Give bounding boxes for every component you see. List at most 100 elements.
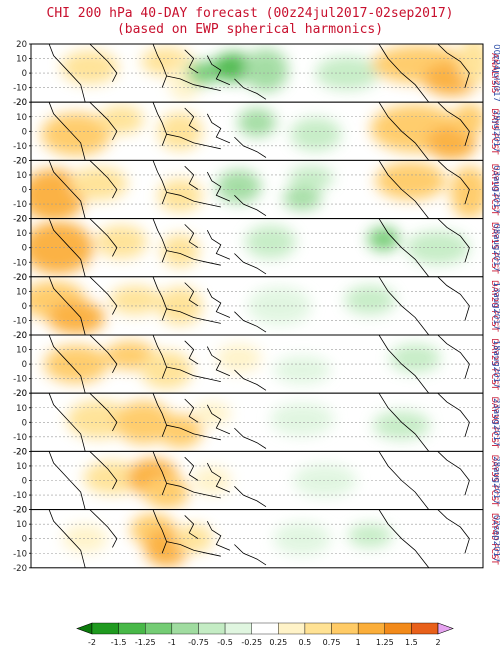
coastline [48, 102, 86, 161]
panel-label: DAY10 FCST [489, 164, 499, 216]
coastline [48, 276, 86, 335]
latitude-tick-label: -20 [13, 215, 27, 225]
coastline [89, 451, 118, 490]
colorbar-segment [171, 622, 199, 635]
coastline [152, 160, 168, 205]
latitude-tick-label: 20 [16, 156, 27, 166]
coastline [437, 335, 470, 379]
latitude-tick-label: -10 [13, 142, 27, 152]
coastline [378, 102, 430, 161]
anomaly-region [389, 343, 441, 373]
panel-label: DAY35 FCST [489, 455, 499, 507]
coastline [166, 133, 221, 150]
coastline [378, 451, 430, 510]
coastline [89, 102, 118, 141]
latitude-tick-label: -10 [13, 375, 27, 385]
map-title: CHI 200 hPa 40-DAY forecast (00z24jul201… [46, 6, 454, 21]
latitude-tick-label: 0 [22, 418, 27, 428]
anomaly-region [70, 166, 128, 201]
panel-date: 08aug2017 [491, 223, 500, 271]
coastline [48, 393, 86, 452]
coastline [206, 171, 231, 202]
latitude-tick-label: 10 [16, 462, 27, 472]
latitude-tick-label: 20 [16, 98, 27, 108]
anomaly-region [216, 343, 262, 373]
anomaly-region [372, 410, 431, 440]
coastline [166, 308, 221, 324]
coastline [437, 218, 470, 263]
latitude-tick-label: -20 [13, 273, 27, 283]
colorbar-tick-label: 2 [435, 638, 440, 647]
coastline [437, 393, 470, 438]
latitude-tick-label: 0 [22, 244, 27, 254]
coastline [234, 195, 267, 217]
anomaly-region [243, 48, 289, 92]
latitude-tick-label: 0 [22, 127, 27, 137]
latitude-tick-label: 10 [16, 113, 27, 123]
panel-date: 00z24jul2017 [491, 44, 500, 102]
latitude-tick-label: -20 [13, 156, 27, 166]
coastline [152, 218, 168, 263]
coastline [152, 509, 168, 554]
latitude-tick-label: 0 [22, 477, 27, 487]
anomaly-region [31, 221, 94, 275]
latitude-tick-label: -20 [13, 506, 27, 516]
coastline [206, 346, 231, 377]
anomaly-region [186, 61, 219, 86]
coastline [206, 462, 231, 493]
panel-label: DAY20 FCST [489, 280, 499, 332]
coastline [48, 160, 86, 219]
coastline [184, 107, 199, 132]
colorbar-tick-label: -2 [88, 638, 96, 647]
anomaly-region [144, 475, 190, 509]
latitude-tick-label: 20 [16, 273, 27, 283]
panel-date: 28aug2017 [491, 456, 500, 504]
anomaly-region [273, 521, 332, 556]
anomaly-region [95, 225, 147, 259]
colorbar: -2 -1.5 -1.25 -1 -0.75 -0.5 -0.25 0.25 0.5 0.75 1 1… [76, 622, 454, 647]
latitude-tick-label: 10 [16, 55, 27, 65]
colorbar-segment [118, 622, 146, 635]
anomaly-region [375, 161, 446, 200]
anomaly-region [344, 285, 396, 315]
coastline [234, 544, 267, 566]
coastline [184, 340, 199, 365]
coastline [206, 113, 231, 144]
coastline [206, 230, 231, 260]
anomaly-region [457, 44, 483, 86]
latitude-tick-label: -10 [13, 84, 27, 94]
coastline [152, 102, 168, 147]
anomaly-region [367, 226, 400, 251]
coastline [166, 192, 221, 208]
latitude-tick-label: -10 [13, 258, 27, 268]
panel-label: DAY15 FCST [489, 222, 499, 274]
latitude-tick-label: 10 [16, 404, 27, 414]
coastline [378, 276, 430, 335]
anomaly-region [273, 355, 332, 385]
latitude-tick-label: -20 [13, 389, 27, 399]
coastline [378, 44, 430, 103]
coastline [48, 218, 86, 277]
coastline [48, 451, 86, 510]
coastline [437, 509, 470, 554]
coastline [184, 515, 199, 540]
coastline [184, 456, 199, 481]
colorbar-segment [91, 622, 119, 635]
panel-label: ANALYSIS [489, 53, 499, 93]
latitude-tick-label: 20 [16, 331, 27, 341]
coastline [89, 218, 118, 257]
colorbar-segment [278, 622, 306, 635]
anomaly-region [288, 165, 334, 190]
coastline [378, 335, 430, 394]
anomaly-region [283, 186, 322, 211]
latitude-tick-label: -20 [13, 331, 27, 341]
colorbar-segment [198, 622, 226, 635]
latitude-tick-label: 0 [22, 535, 27, 545]
coastline [206, 521, 231, 551]
colorbar-segment [145, 622, 173, 635]
colorbar-tick-label: -0.25 [241, 638, 262, 647]
latitude-tick-label: -10 [13, 433, 27, 443]
panel-date: 02sep2017 [491, 515, 500, 563]
